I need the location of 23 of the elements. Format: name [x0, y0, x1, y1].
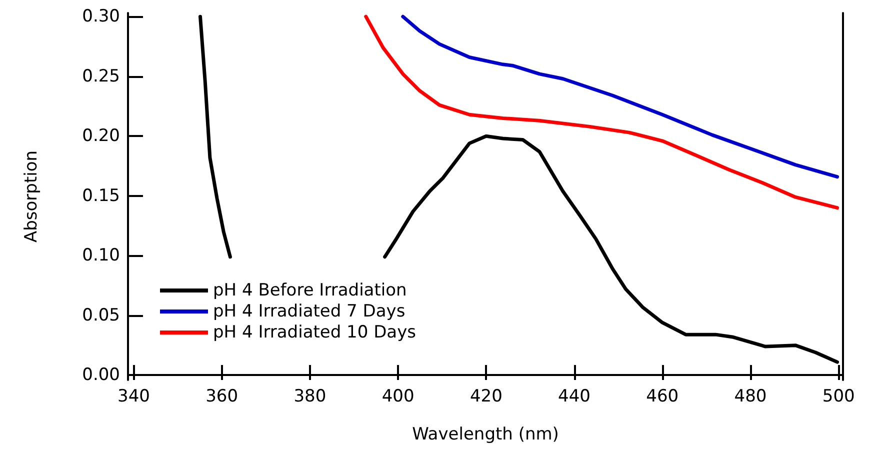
x-tick-label: 420 [470, 386, 502, 406]
x-tick-label: 460 [646, 386, 679, 406]
x-tick-label: 400 [382, 386, 414, 406]
line-series [364, 14, 840, 210]
legend-label: pH 4 Before Irradiation [213, 280, 407, 300]
y-tick-label: 0.00 [82, 365, 120, 386]
x-tick-label: 340 [118, 386, 150, 406]
y-tick-label: 0.25 [82, 66, 120, 86]
legend-label: pH 4 Irradiated 7 Days [213, 302, 406, 322]
x-tick-label: 360 [206, 386, 238, 406]
y-tick-label: 0.30 [82, 6, 120, 27]
y-tick-label: 0.20 [82, 126, 120, 146]
y-axis-title: Absorption [22, 150, 42, 243]
x-tick-label: 440 [558, 386, 590, 406]
x-axis-title: Wavelength (nm) [412, 424, 559, 444]
legend-label: pH 4 Irradiated 10 Days [213, 322, 416, 342]
y-tick-label: 0.05 [82, 305, 120, 326]
y-tick-label: 0.15 [82, 186, 120, 206]
x-tick-label: 480 [734, 386, 767, 406]
line-series [401, 14, 840, 179]
y-tick-label: 0.10 [82, 246, 120, 266]
x-tick-label: 380 [294, 386, 326, 406]
x-tick-label: 500 [822, 386, 855, 406]
